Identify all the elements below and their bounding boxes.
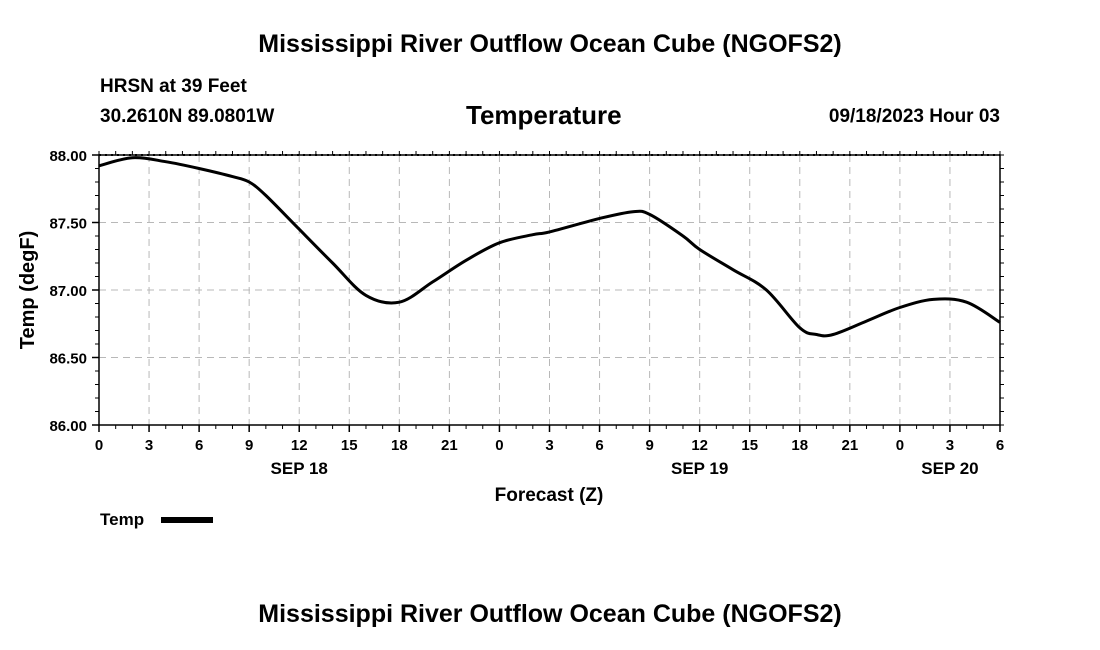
y-tick-label: 87.50 [49,216,87,233]
footer-title: Mississippi River Outflow Ocean Cube (NG… [258,600,842,628]
x-tick-label: 21 [841,437,858,454]
y-tick-label: 87.00 [49,283,87,300]
x-tick-label: 0 [896,437,904,454]
y-axis-label: Temp (degF) [17,231,39,350]
x-tick-label: 3 [145,437,153,454]
x-tick-label: 9 [645,437,653,454]
x-tick-label: 15 [741,437,758,454]
series-line-temp [98,156,1001,338]
y-tick-label: 86.50 [49,351,87,368]
forecast-datetime: 09/18/2023 Hour 03 [828,106,1000,127]
x-tick-label: 3 [545,437,553,454]
x-tick-label: 12 [291,437,308,454]
x-tick-label: 0 [95,437,103,454]
legend-label: Temp [100,510,145,529]
x-axis: 0 3 6 9 12 15 18 21 0 3 6 9 12 15 18 21 0 3 6 SEP 18 SEP 19 S… [95,425,1004,478]
x-tick-label: 0 [495,437,503,454]
main-title: Mississippi River Outflow Ocean Cube (NG… [258,30,842,58]
y-tick-label: 88.00 [49,148,87,165]
x-tick-label: 18 [391,437,408,454]
series-layer [98,156,1001,338]
x-tick-label: 21 [441,437,458,454]
day-label: SEP 20 [921,459,978,478]
x-tick-label: 6 [996,437,1004,454]
x-axis-label: Forecast (Z) [495,485,604,506]
x-tick-label: 3 [946,437,954,454]
day-label: SEP 18 [271,459,328,478]
x-tick-label: 9 [245,437,253,454]
x-tick-label: 6 [195,437,203,454]
y-tick-label: 86.00 [49,418,87,435]
x-tick-label: 15 [341,437,358,454]
day-label: SEP 19 [671,459,728,478]
grid-lines [99,155,1000,425]
x-tick-label: 6 [595,437,603,454]
y-axis: 86.00 86.50 87.00 87.50 88.00 [49,148,99,435]
chart-title: Temperature [466,100,622,130]
station-label: HRSN at 39 Feet [100,76,247,97]
x-tick-label: 18 [791,437,808,454]
x-tick-label: 12 [691,437,708,454]
station-coordinates: 30.2610N 89.0801W [100,106,275,127]
legend-swatch [161,517,213,523]
